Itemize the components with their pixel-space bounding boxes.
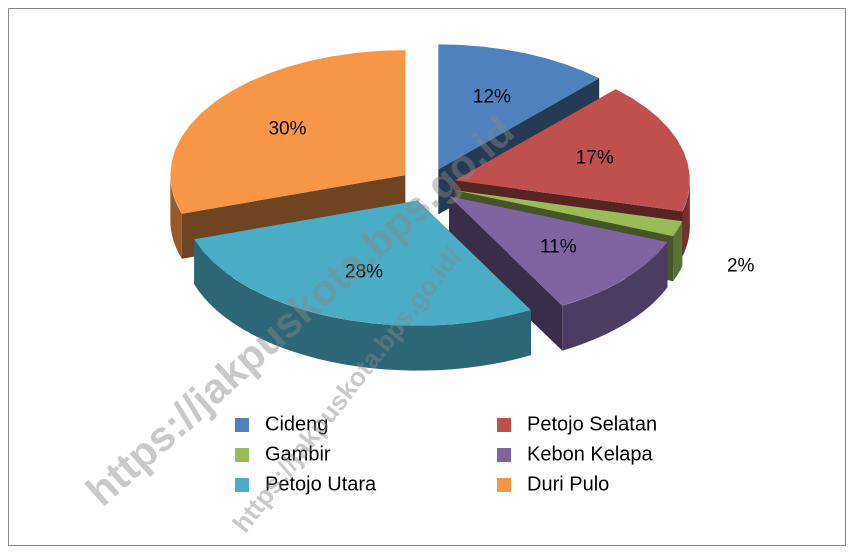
slice-side <box>194 239 531 371</box>
slice-side <box>682 180 690 257</box>
data-label: 30% <box>268 119 306 140</box>
legend-label: Petojo Selatan <box>527 413 657 435</box>
data-label: 17% <box>576 148 614 169</box>
slice <box>449 196 668 306</box>
slice-side <box>170 175 182 259</box>
legend-label: Duri Pulo <box>527 473 609 495</box>
legend: Cideng Petojo Selatan Gambir Kebon Kelapa Pe… <box>235 413 657 495</box>
legend-swatch <box>235 418 249 432</box>
data-label: 11% <box>540 236 577 257</box>
legend-swatch <box>235 478 249 492</box>
legend-swatch <box>235 448 249 462</box>
slice <box>438 44 600 170</box>
slice <box>454 89 690 212</box>
data-label: 12% <box>473 86 511 107</box>
slice <box>194 200 531 326</box>
legend-swatch <box>497 478 511 492</box>
data-label: 28% <box>345 262 383 283</box>
legend-label: Cideng <box>265 413 328 435</box>
pie: 12% 17% 2% 11% 28% 30% <box>170 44 755 371</box>
legend-swatch <box>497 418 511 432</box>
slice-side <box>562 242 668 351</box>
slice-side <box>449 196 563 351</box>
slice <box>170 50 406 214</box>
legend-label: Gambir <box>265 443 331 465</box>
slice <box>454 190 683 237</box>
legend-label: Kebon Kelapa <box>527 443 654 465</box>
legend-swatch <box>497 448 511 462</box>
legend-label: Petojo Utara <box>265 473 377 495</box>
slice-side <box>673 221 683 282</box>
data-label: 2% <box>727 256 755 277</box>
